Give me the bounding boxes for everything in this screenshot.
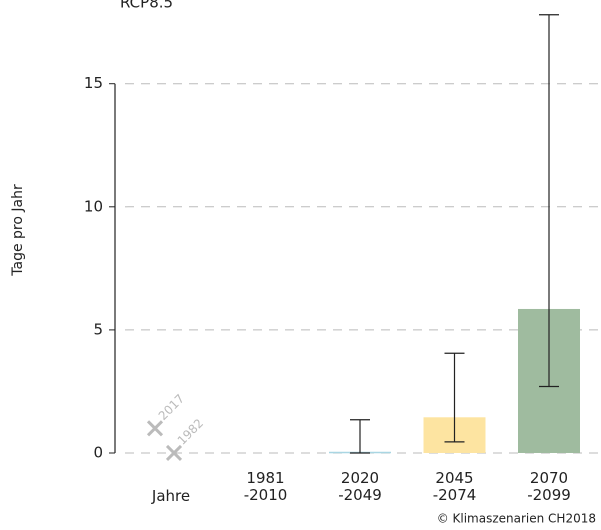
y-tick-label: 10 bbox=[84, 197, 103, 215]
observation-label: 1982 bbox=[175, 416, 206, 447]
error-bar bbox=[350, 419, 370, 454]
x-tick-label: 2070 -2099 bbox=[527, 469, 571, 504]
error-bar bbox=[539, 14, 559, 388]
x-tick-label-line: 2045 bbox=[435, 469, 473, 487]
y-tick-label: 15 bbox=[84, 74, 103, 92]
y-axis-label: Tage pro Jahr bbox=[10, 184, 26, 277]
x-tick-label-line: 1981 bbox=[246, 469, 284, 487]
subtitle: RCP8.5 bbox=[120, 0, 173, 12]
x-tick-label: 2045 -2074 bbox=[433, 469, 477, 504]
observation-marker bbox=[146, 420, 164, 437]
x-tick-label-line: -2010 bbox=[244, 486, 288, 504]
x-tick-label-line: -2074 bbox=[433, 486, 477, 504]
marker-stroke bbox=[146, 420, 164, 437]
error-bar bbox=[444, 352, 465, 443]
x-tick-label: Jahre bbox=[151, 487, 190, 505]
marker-stroke bbox=[165, 444, 183, 462]
x-tick-label: 2020 -2049 bbox=[338, 469, 382, 504]
observation-label: 2017 bbox=[156, 391, 187, 422]
x-tick-label-line: -2049 bbox=[338, 486, 382, 504]
observation-marker bbox=[165, 444, 183, 462]
x-tick-label-line: Jahre bbox=[151, 487, 190, 505]
credit: © Klimaszenarien CH2018 bbox=[437, 512, 596, 526]
x-tick-label-line: 2020 bbox=[341, 469, 379, 487]
y-tick-label: 0 bbox=[93, 443, 103, 461]
x-tick-label-line: -2099 bbox=[527, 486, 571, 504]
x-tick-label: 1981 -2010 bbox=[244, 469, 288, 504]
y-tick-label: 5 bbox=[93, 320, 103, 338]
x-tick-label-line: 2070 bbox=[530, 469, 568, 487]
